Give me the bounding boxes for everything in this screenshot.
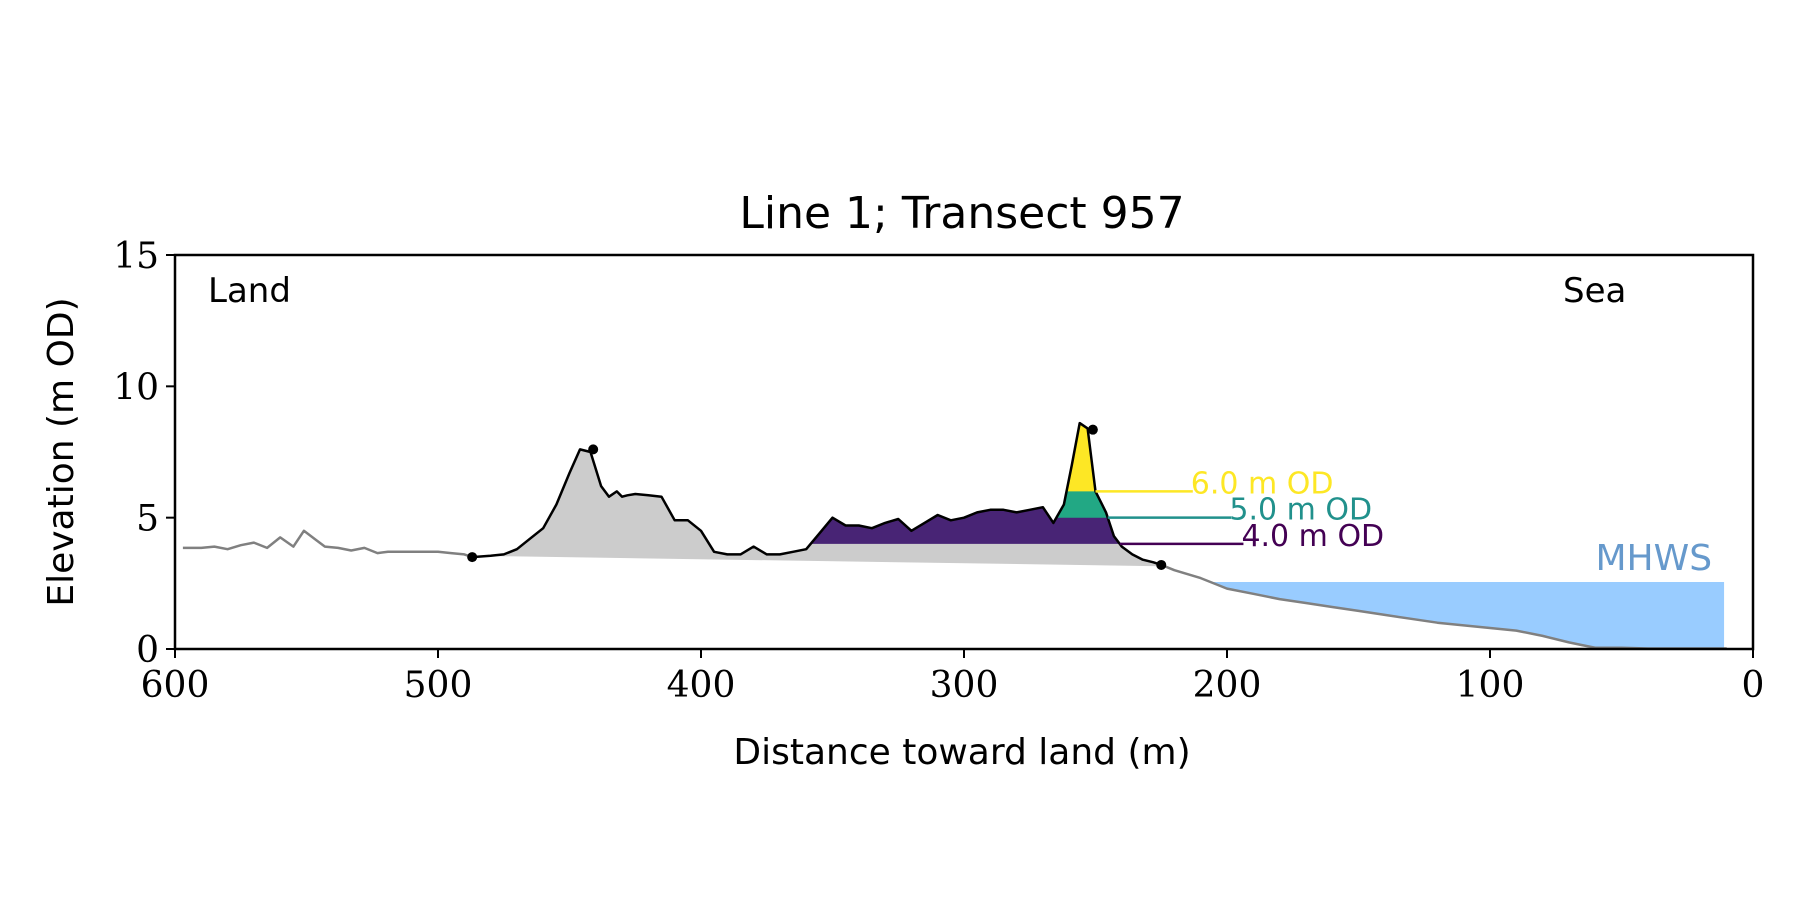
y-tick-label: 10	[113, 367, 159, 408]
y-axis-ticks: 0 5 10 15	[113, 236, 175, 671]
y-axis-label: Elevation (m OD)	[41, 297, 82, 606]
x-tick-label: 600	[141, 665, 210, 706]
profile-marker	[467, 552, 478, 563]
level-label-5: 5.0 m OD	[1229, 493, 1372, 528]
mhws-water-area	[1210, 582, 1725, 649]
level-band-4	[810, 423, 1120, 544]
profile-marker	[1156, 559, 1167, 570]
dune-area	[472, 423, 1162, 567]
level-labels: 4.0 m OD5.0 m OD6.0 m OD	[1095, 466, 1384, 554]
sea-annotation: Sea	[1563, 271, 1626, 311]
x-tick-label: 300	[930, 665, 999, 706]
level-label-6: 6.0 m OD	[1191, 466, 1334, 501]
profile-landward-line	[182, 529, 473, 559]
dune-profile-line	[472, 421, 1162, 567]
x-tick-label: 200	[1193, 665, 1262, 706]
plot-area: 4.0 m OD5.0 m OD6.0 m OD MHWS	[182, 421, 1727, 649]
x-tick-label: 500	[404, 665, 473, 706]
x-tick-label: 100	[1456, 665, 1525, 706]
plot-content	[182, 421, 1727, 649]
profile-marker	[588, 444, 599, 455]
y-tick-label: 0	[136, 630, 159, 671]
x-axis-ticks: 600 500 400 300 200 100 0	[141, 649, 1765, 706]
y-tick-label: 15	[113, 236, 159, 277]
profile-marker	[1087, 424, 1098, 435]
level-label-4: 4.0 m OD	[1241, 519, 1384, 554]
y-tick-label: 5	[136, 499, 159, 540]
chart-title: Line 1; Transect 957	[739, 188, 1184, 239]
mhws-label: MHWS	[1595, 538, 1712, 579]
x-tick-label: 0	[1742, 665, 1765, 706]
land-annotation: Land	[208, 271, 291, 311]
x-axis-label: Distance toward land (m)	[733, 732, 1190, 773]
x-tick-label: 400	[667, 665, 736, 706]
